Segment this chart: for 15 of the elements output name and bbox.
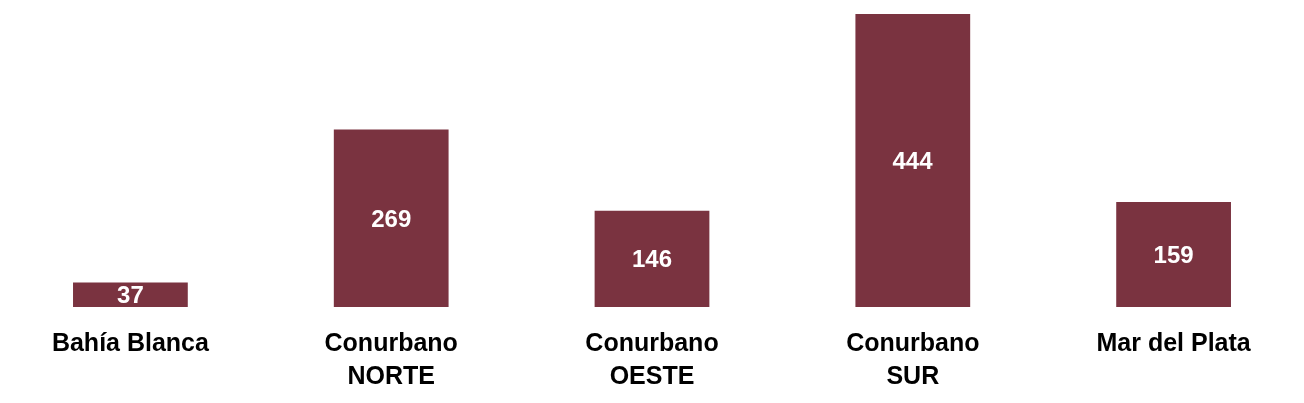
bar <box>73 282 188 307</box>
x-tick-label: Conurbano SUR <box>846 328 980 389</box>
data-label: 159 <box>1153 241 1194 269</box>
data-label: 269 <box>371 204 412 232</box>
data-label: 37 <box>117 281 144 309</box>
bar <box>333 129 449 307</box>
bar <box>1116 202 1231 307</box>
bar <box>594 210 710 307</box>
x-tick-label: Bahía Blanca <box>51 328 210 356</box>
x-tick-label: Conurbano NORTE <box>324 328 458 389</box>
bar <box>855 14 971 307</box>
x-tick-label: Conurbano OESTE <box>585 328 719 389</box>
x-tick-label: Mar del Plata <box>1096 328 1252 356</box>
data-label: 146 <box>631 245 673 273</box>
data-label: 444 <box>892 147 934 174</box>
